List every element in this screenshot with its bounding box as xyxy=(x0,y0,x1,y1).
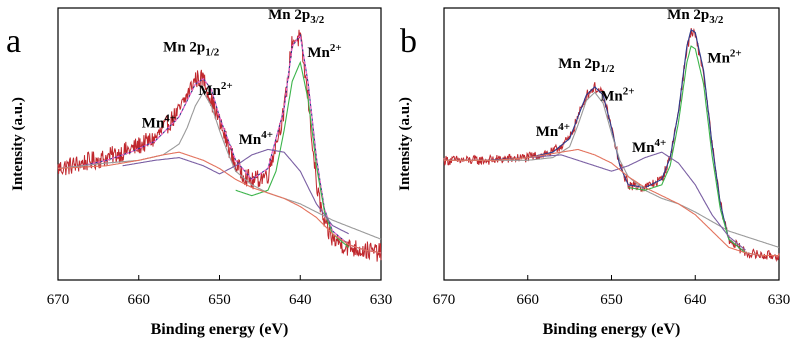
panel-a-series-line-6 xyxy=(122,148,349,235)
panel-a-peak-annotation: Mn 2p3/2 xyxy=(268,7,325,26)
panel-a-x-tick-label: 670 xyxy=(47,292,70,308)
panel-b-series-layer xyxy=(443,27,780,263)
panel-a-letter: a xyxy=(6,23,21,60)
panel-a-peak-annotation: Mn2+ xyxy=(198,80,232,99)
panel-b-peak-annotation: Mn4+ xyxy=(536,121,570,140)
panel-b-x-tick-label: 640 xyxy=(684,292,707,308)
panel-b: b 670 660 650 640 630 Mn 2p1/2Mn 2p3/2Mn2+Mn… xyxy=(397,7,790,338)
panel-b-peak-annotation: Mn4+ xyxy=(632,137,666,156)
panel-a-series-line-7 xyxy=(57,151,382,254)
panel-b-annotation-layer: Mn 2p1/2 Mn 2p3/2 Mn2+ Mn2+ Mn4+ Mn4+ xyxy=(536,7,742,156)
panel-a-x-tick-label: 660 xyxy=(128,292,151,308)
panel-b-series-line-5 xyxy=(527,151,746,251)
panel-a-x-tick-label: 630 xyxy=(370,292,393,308)
panel-a-series-layer xyxy=(57,29,382,262)
panel-a-peak-annotation: Mn 2p1/2 xyxy=(163,40,220,59)
panel-a-tick-layer: 670 660 650 640 630 xyxy=(47,275,393,308)
panel-b-x-axis-label: Binding energy (eV) xyxy=(543,321,681,338)
panel-a-peak-annotation: Mn4+ xyxy=(142,113,176,132)
panel-a-annotation-layer: Mn 2p1/2 Mn 2p3/2 Mn2+ Mn2+ Mn4+ Mn4+ xyxy=(142,7,342,148)
panel-a-x-axis-label: Binding energy (eV) xyxy=(151,321,289,338)
panel-b-peak-annotation: Mn2+ xyxy=(600,85,634,104)
panel-a-y-axis-label: Intensity (a.u.) xyxy=(10,97,26,191)
panel-b-series-line-3 xyxy=(444,91,780,248)
panel-b-series-line-6 xyxy=(444,148,779,257)
panel-a-x-tick-label: 650 xyxy=(208,292,231,308)
panel-b-peak-annotation: Mn 2p3/2 xyxy=(667,7,724,26)
panel-b-peak-annotation: Mn2+ xyxy=(707,47,741,66)
panel-b-x-tick-label: 650 xyxy=(600,292,623,308)
panel-b-peak-annotation: Mn 2p1/2 xyxy=(558,56,615,75)
panel-b-x-tick-label: 630 xyxy=(768,292,791,308)
panel-b-y-axis-label: Intensity (a.u.) xyxy=(397,97,413,191)
panel-a-series-line-5 xyxy=(235,60,350,248)
panel-a-series-line-3 xyxy=(57,33,382,254)
panel-b-x-tick-label: 660 xyxy=(517,292,540,308)
panel-b-x-tick-label: 670 xyxy=(433,292,456,308)
panel-b-tick-layer: 670 660 650 640 630 xyxy=(433,275,791,308)
panel-a-peak-annotation: Mn2+ xyxy=(307,42,341,61)
panel-a-peak-annotation: Mn4+ xyxy=(239,129,273,148)
panel-a-x-tick-label: 640 xyxy=(289,292,312,308)
panel-a-series-line-1 xyxy=(57,29,382,262)
panel-a: a 670 660 650 640 630 Mn 2p1/2Mn 2p3/2Mn2+Mn… xyxy=(6,7,392,338)
panel-b-letter: b xyxy=(400,23,417,60)
